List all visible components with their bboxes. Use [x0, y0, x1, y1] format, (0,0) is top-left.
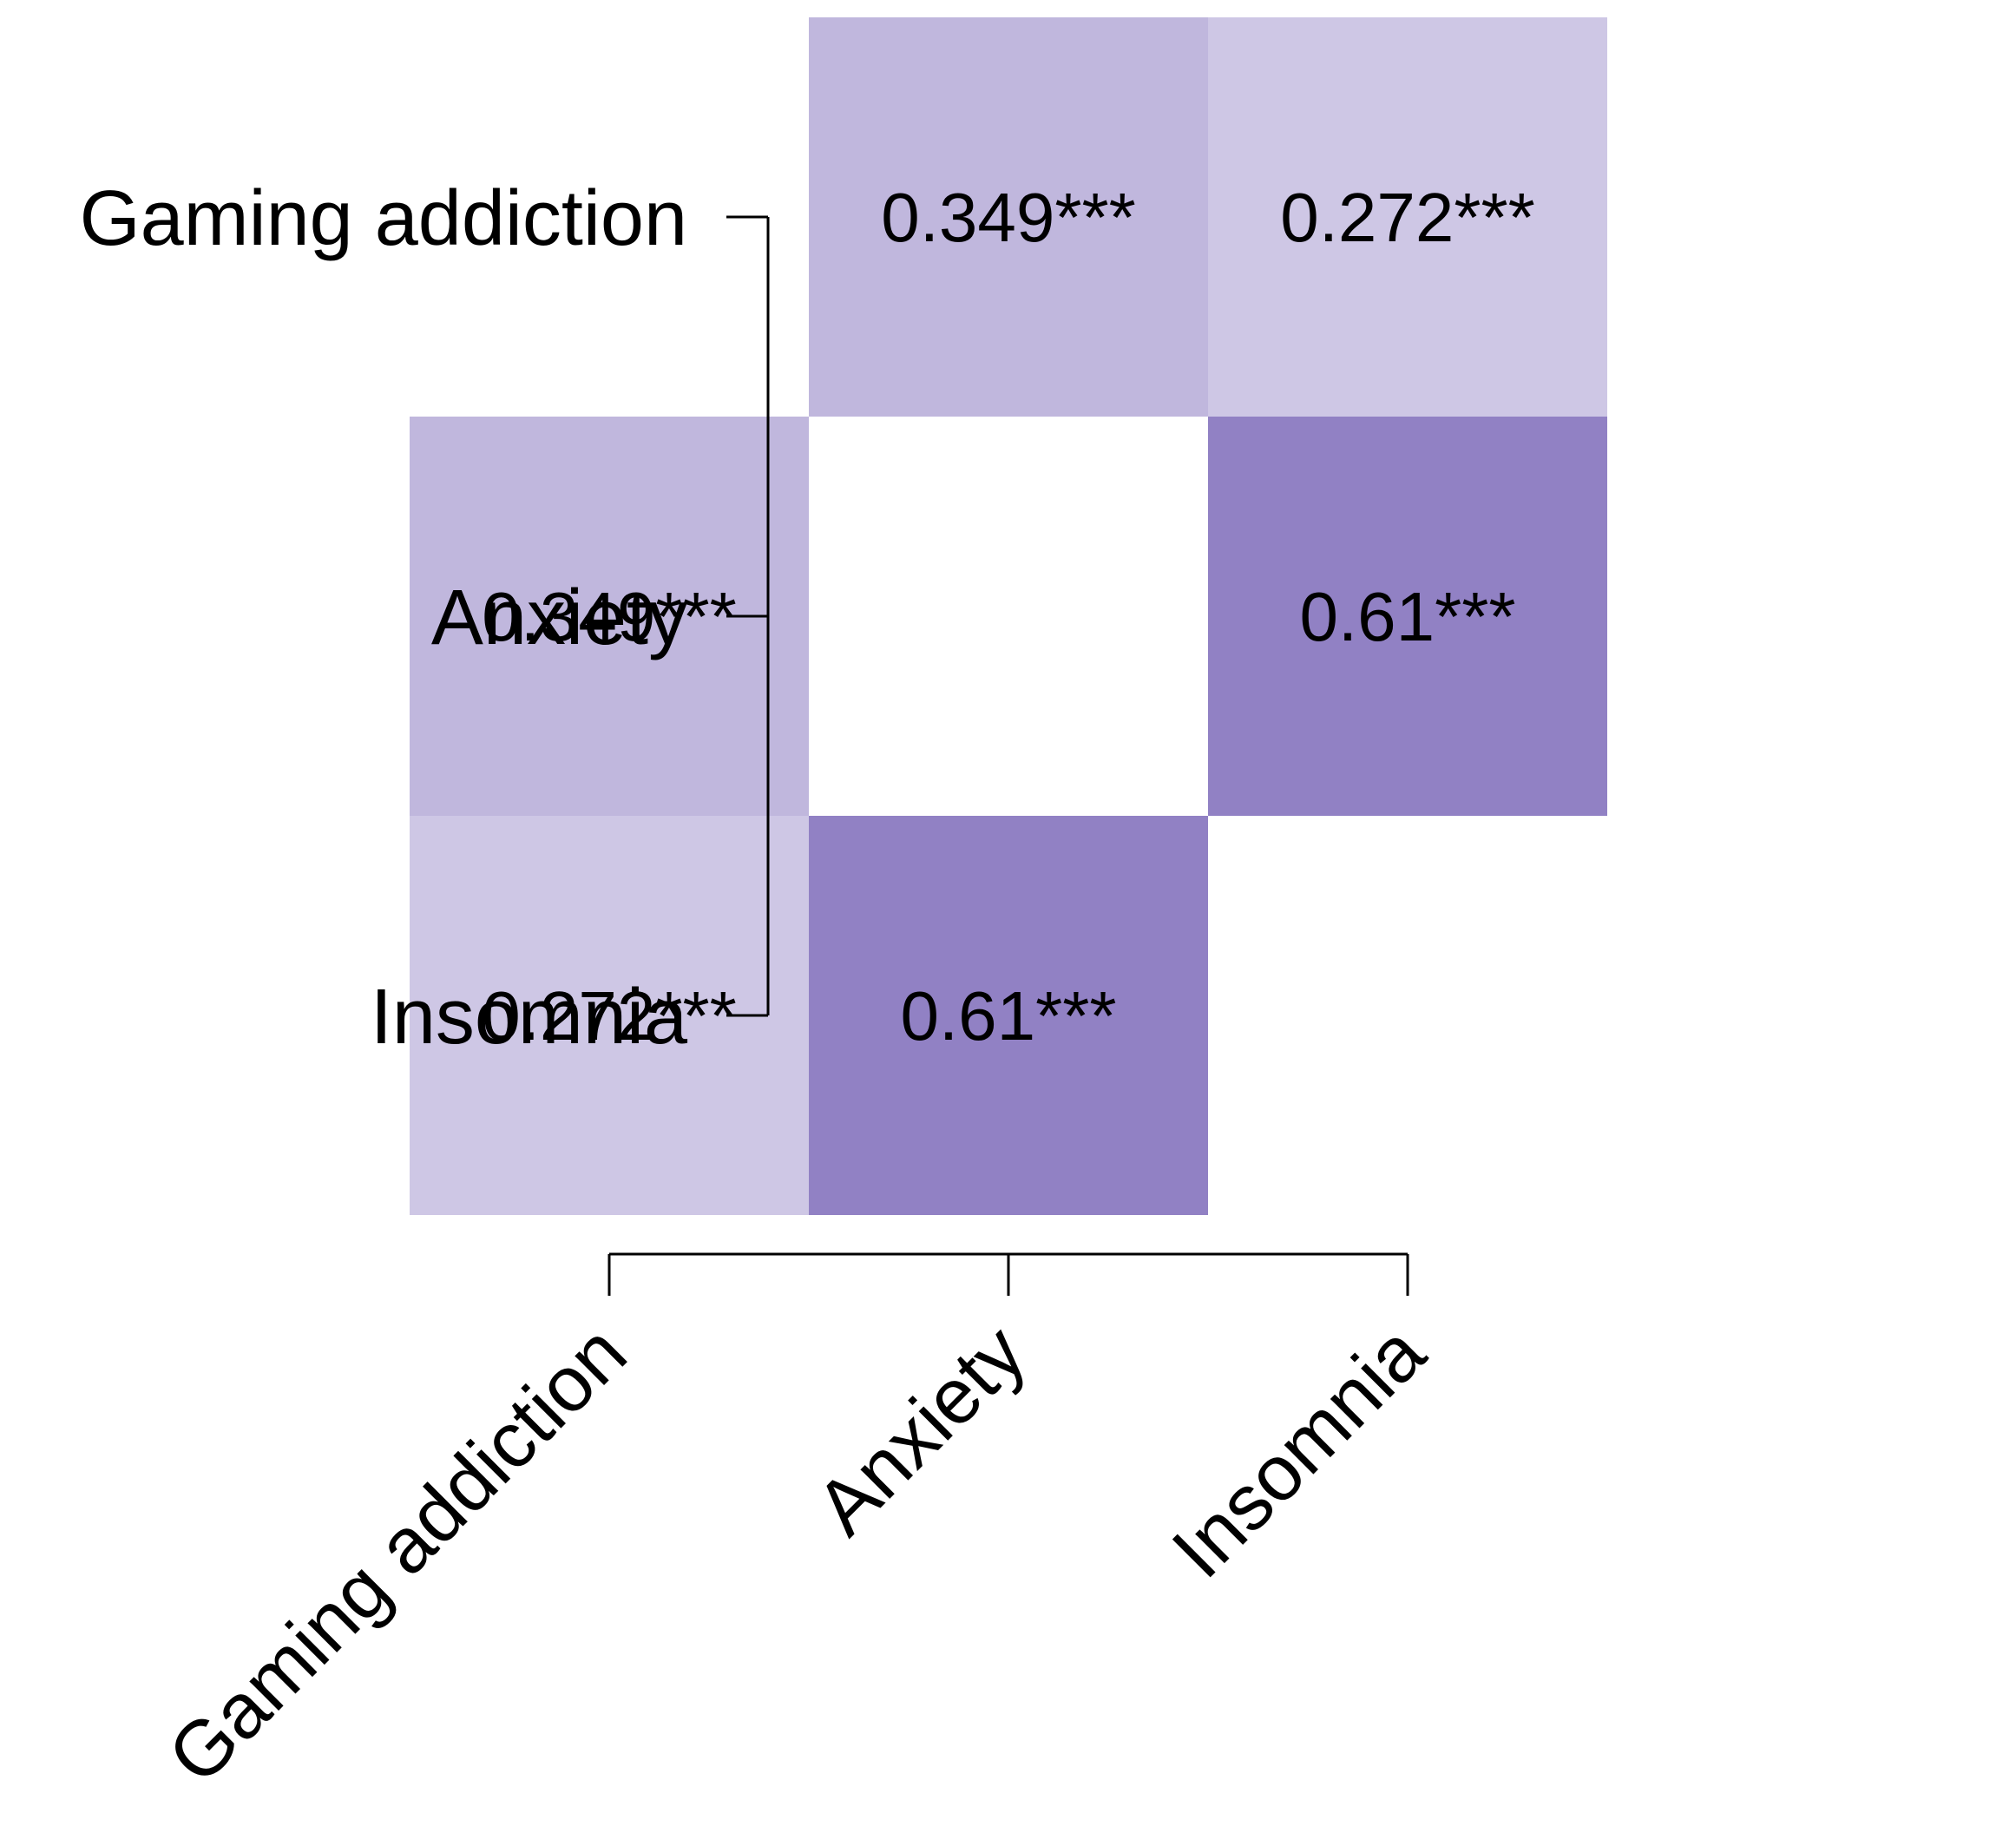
y-axis: Gaming addiction Anxiety Insomnia [80, 175, 770, 1061]
cell-label-r1-c0: 0.349*** [482, 578, 737, 655]
cell-label-r0-c2: 0.272*** [1280, 179, 1535, 256]
heatmap-cell-r0-c2 [1208, 17, 1607, 417]
y-tick-label-anxiety: Anxiety [431, 575, 687, 661]
cell-label-r2-c0: 0.272*** [482, 977, 737, 1054]
y-tick-label-gaming-addiction: Gaming addiction [80, 175, 687, 262]
heatmap-cell-r0-c1 [809, 17, 1208, 417]
heatmap-cells [410, 17, 1607, 1215]
cell-label-r1-c2: 0.61*** [1299, 578, 1515, 655]
cell-label-r2-c1: 0.61*** [900, 977, 1116, 1054]
x-tick-label-gaming-addiction: Gaming addiction [152, 1309, 643, 1800]
y-tick-label-insomnia: Insomnia [371, 974, 688, 1061]
x-tick-label-anxiety: Anxiety [800, 1309, 1042, 1551]
cell-label-r0-c1: 0.349*** [881, 179, 1136, 256]
heatmap-cell-labels: 0.349*** 0.272*** 0.349*** 0.61*** 0.272*** 0… [482, 179, 1535, 1054]
heatmap-cell-r2-c1 [809, 816, 1208, 1215]
x-tick-label-insomnia: Insomnia [1156, 1309, 1442, 1595]
heatmap-cell-r1-c2 [1208, 417, 1607, 816]
x-axis: Gaming addiction Anxiety Insomnia [152, 1252, 1442, 1800]
